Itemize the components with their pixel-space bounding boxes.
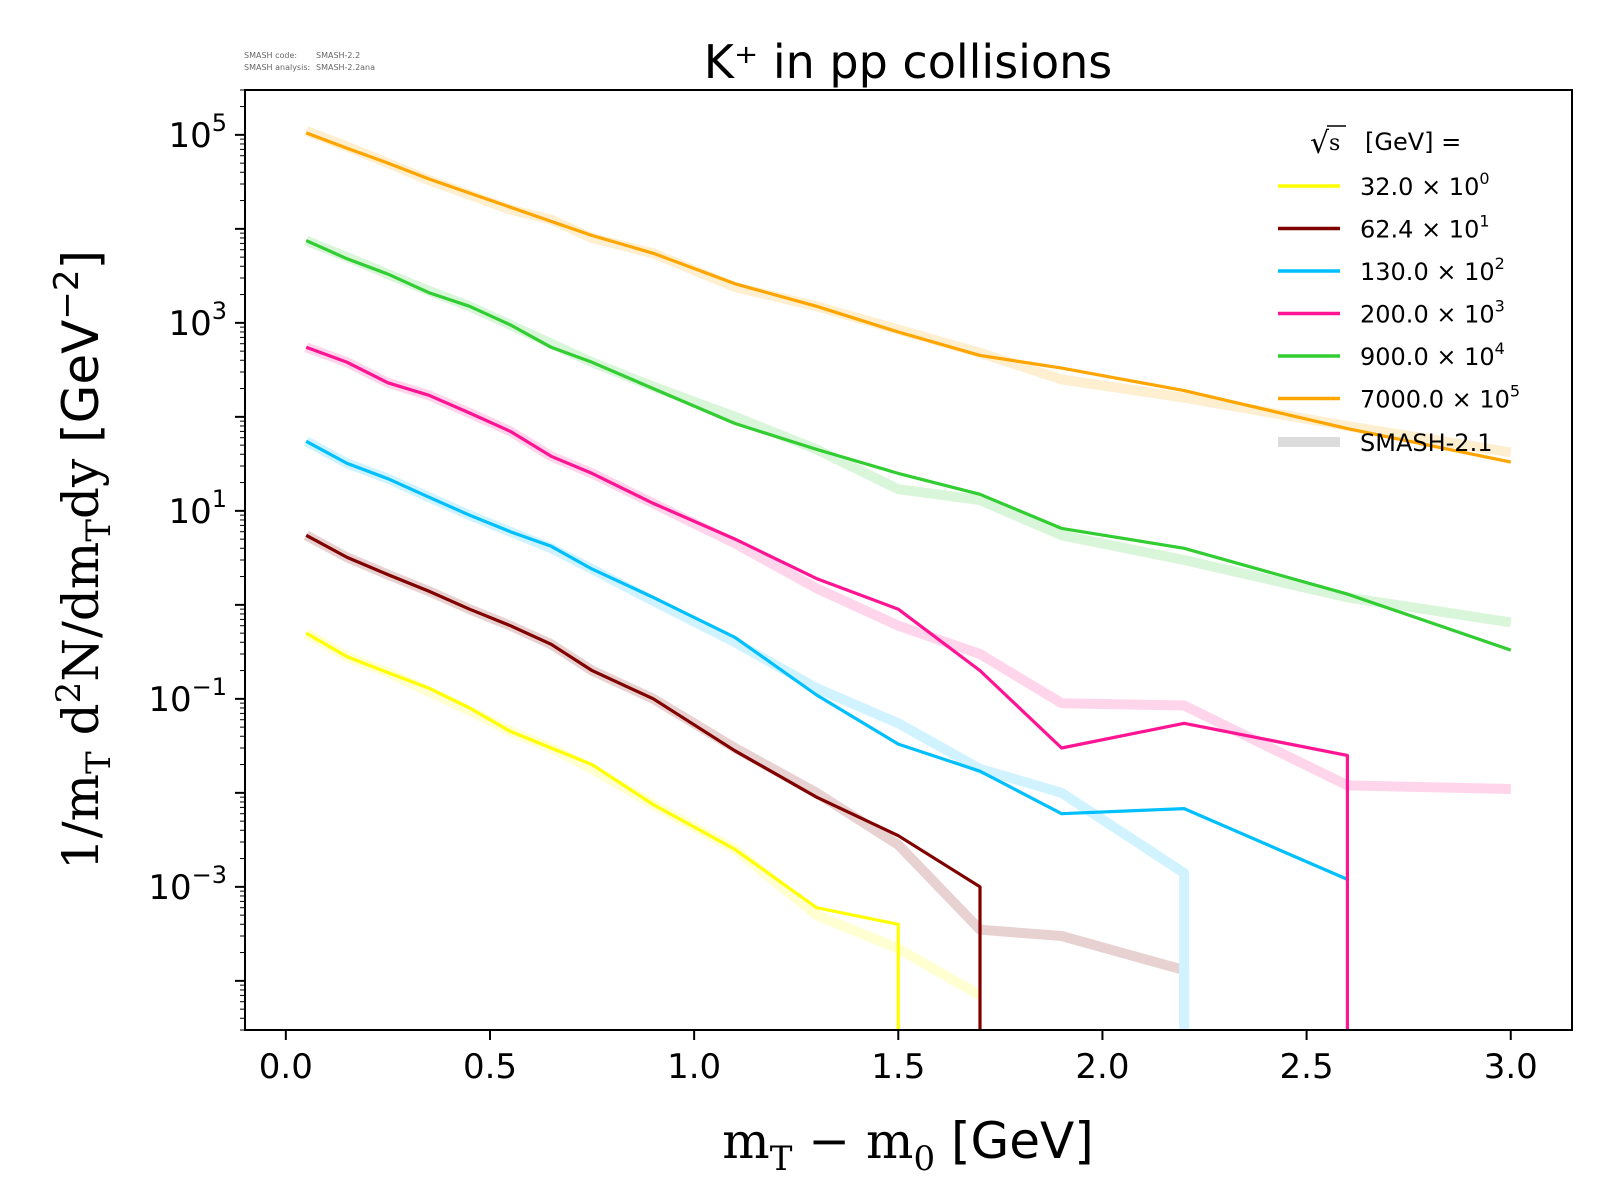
y-tick-label: 10−3 — [148, 861, 227, 908]
legend-reference-label: SMASH-2.1 — [1360, 429, 1492, 457]
meta-analysis-value: SMASH-2.2ana — [316, 63, 375, 72]
series-line-130.0 — [305, 439, 1349, 881]
legend-label-900.0: 900.0 × 104 — [1360, 339, 1505, 371]
legend: √ s [GeV] = 32.0 × 100 62.4 × 101 130.0 × … — [1278, 125, 1520, 457]
x-tick-label: 1.0 — [667, 1047, 721, 1087]
x-tick-label: 3.0 — [1484, 1047, 1538, 1087]
x-tick-label: 2.5 — [1280, 1047, 1334, 1087]
x-axis-ticks: 0.0 0.5 1.0 1.5 2.0 2.5 3.0 — [259, 1030, 1538, 1087]
series-line-62.4 — [305, 533, 982, 1030]
y-axis-ticks: 105 103 101 10−1 10−3 — [148, 89, 245, 1031]
y-tick-label: 105 — [168, 109, 227, 156]
sqrt-symbol: √ — [1310, 126, 1330, 161]
x-tick-label: 0.0 — [259, 1047, 313, 1087]
legend-label-200.0: 200.0 × 103 — [1360, 297, 1505, 329]
y-tick-label: 101 — [168, 485, 227, 532]
chart-title: K⁺ in pp collisions — [704, 35, 1112, 89]
series-line-32.0 — [305, 631, 900, 1030]
y-axis-label: 1/mT d2N/dmTdy [GeV−2] — [47, 250, 119, 870]
meta-code-label: SMASH code: — [244, 51, 297, 60]
legend-label-62.4: 62.4 × 101 — [1360, 212, 1490, 244]
series-line-900.0 — [305, 239, 1512, 652]
x-tick-label: 0.5 — [463, 1047, 517, 1087]
x-axis-label: mT − m0 [GeV] — [722, 1112, 1093, 1179]
legend-label-130.0: 130.0 × 102 — [1360, 254, 1505, 286]
legend-title-text: [GeV] = — [1365, 128, 1461, 156]
series-line-7000.0 — [305, 131, 1512, 464]
x-tick-label: 1.5 — [871, 1047, 925, 1087]
y-tick-label: 103 — [168, 297, 227, 344]
legend-label-32.0: 32.0 × 100 — [1360, 169, 1490, 201]
legend-label-7000.0: 7000.0 × 105 — [1360, 382, 1520, 414]
series-line-200.0 — [305, 345, 1349, 1030]
legend-entries: 32.0 × 100 62.4 × 101 130.0 × 102 200.0 × 1… — [1278, 169, 1520, 414]
meta-analysis-label: SMASH analysis: — [244, 63, 310, 72]
meta-info: SMASH code: SMASH-2.2 SMASH analysis: SM… — [244, 51, 375, 72]
y-tick-label: 10−1 — [148, 673, 227, 720]
legend-title-sqrt: s — [1329, 131, 1340, 156]
x-tick-label: 2.0 — [1075, 1047, 1129, 1087]
meta-code-value: SMASH-2.2 — [316, 51, 360, 60]
series-lines — [305, 131, 1512, 1030]
legend-title: √ s [GeV] = — [1310, 125, 1461, 161]
